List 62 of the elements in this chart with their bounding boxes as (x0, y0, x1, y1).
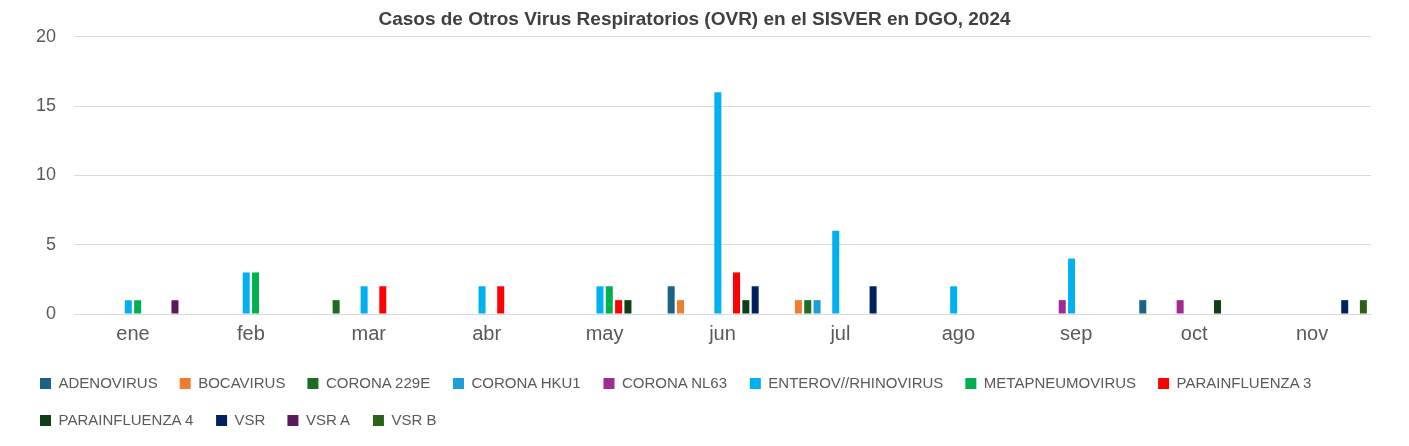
bar (1359, 300, 1367, 314)
y-tick-label: 0 (46, 302, 57, 323)
x-tick-label: oct (1180, 321, 1208, 344)
bar (624, 300, 632, 314)
bar (751, 286, 759, 314)
bar (242, 272, 250, 314)
y-tick-label: 20 (35, 25, 57, 46)
bar (677, 300, 685, 314)
bar (497, 286, 505, 314)
bar (360, 286, 368, 314)
bar (869, 286, 877, 314)
x-tick-label: ene (116, 321, 150, 344)
x-tick-label: jul (829, 321, 851, 344)
bar (1068, 258, 1076, 314)
legend-label: METAPNEUMOVIRUS (983, 373, 1137, 391)
y-tick-label: 15 (35, 95, 57, 116)
bar (813, 300, 821, 314)
bar (478, 286, 486, 314)
x-tick-label: jun (708, 321, 736, 344)
x-tick-label: ago (941, 321, 976, 344)
legend-label: PARAINFLUENZA 3 (1176, 373, 1312, 391)
bar (605, 286, 613, 314)
bar (1213, 300, 1221, 314)
x-tick-label: abr (472, 321, 502, 344)
bar (714, 92, 722, 314)
chart-title: Casos de Otros Virus Respiratorios (OVR) en el SISVER en DGO, 2024 (378, 7, 1011, 29)
bar (733, 272, 741, 314)
legend-label: VSR B (391, 410, 437, 428)
legend-label: ENTEROV//RHINOVIRUS (768, 373, 944, 391)
bar (1139, 300, 1147, 314)
x-tick-label: mar (351, 321, 387, 344)
bar (332, 300, 340, 314)
bar (950, 286, 958, 314)
bar (804, 300, 812, 314)
legend-label: PARAINFLUENZA 4 (58, 410, 194, 428)
legend-label: VSR A (305, 410, 351, 428)
bar (742, 300, 750, 314)
bar (379, 286, 387, 314)
legend-label: CORONA NL63 (621, 373, 728, 391)
bar (1058, 300, 1066, 314)
legend-label: CORONA 229E (325, 373, 431, 391)
bar (832, 230, 840, 314)
y-tick-label: 5 (46, 233, 57, 254)
legend-label: CORONA HKU1 (471, 373, 581, 391)
bar (252, 272, 260, 314)
bar (171, 300, 179, 314)
x-tick-label: may (585, 321, 624, 344)
x-tick-label: sep (1060, 321, 1093, 344)
legend-label: BOCAVIRUS (198, 373, 286, 391)
legend-label: VSR (234, 410, 266, 428)
x-tick-label: nov (1295, 321, 1329, 344)
bar (134, 300, 142, 314)
y-tick-label: 10 (35, 164, 57, 185)
bar (615, 300, 623, 314)
bar (124, 300, 132, 314)
bar (1341, 300, 1349, 314)
legend-label: ADENOVIRUS (58, 373, 158, 391)
bar (667, 286, 675, 314)
bar (596, 286, 604, 314)
bar (794, 300, 802, 314)
bar (1176, 300, 1184, 314)
x-tick-label: feb (236, 321, 265, 344)
